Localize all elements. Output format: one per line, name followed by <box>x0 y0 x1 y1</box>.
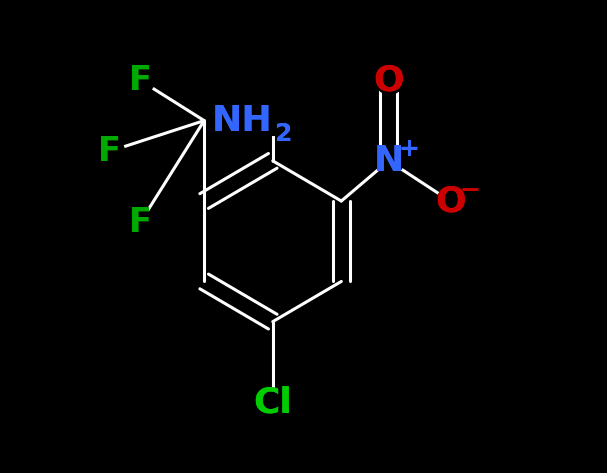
Text: F: F <box>129 64 152 97</box>
Text: 2: 2 <box>275 122 293 146</box>
Text: F: F <box>98 135 121 168</box>
Text: NH: NH <box>212 104 273 138</box>
Text: F: F <box>129 206 152 239</box>
Text: +: + <box>398 137 419 161</box>
Text: O: O <box>435 184 466 218</box>
Text: O: O <box>435 184 466 218</box>
Text: NH: NH <box>212 104 273 138</box>
Text: F: F <box>98 135 121 168</box>
Text: 2: 2 <box>275 122 293 146</box>
Text: O: O <box>373 63 404 97</box>
Text: −: − <box>459 177 481 201</box>
Text: N: N <box>373 144 404 178</box>
Text: −: − <box>459 177 481 201</box>
Text: F: F <box>129 206 152 239</box>
Text: N: N <box>373 144 404 178</box>
Text: Cl: Cl <box>253 385 292 419</box>
Text: Cl: Cl <box>253 385 292 419</box>
Text: +: + <box>398 137 419 161</box>
Text: O: O <box>373 63 404 97</box>
Text: F: F <box>129 64 152 97</box>
